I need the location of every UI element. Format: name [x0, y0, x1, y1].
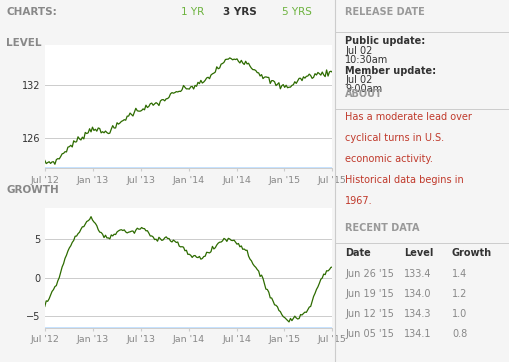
Text: 1967.: 1967.	[345, 196, 373, 206]
Text: Level: Level	[404, 248, 433, 258]
Text: Member update:: Member update:	[345, 66, 436, 76]
Text: GROWTH: GROWTH	[6, 185, 59, 195]
Text: 1.4: 1.4	[452, 269, 467, 279]
Text: Jun 05 '15: Jun 05 '15	[345, 329, 394, 339]
Text: Historical data begins in: Historical data begins in	[345, 175, 464, 185]
Text: ABOUT: ABOUT	[345, 89, 383, 99]
Text: 3 YRS: 3 YRS	[223, 7, 257, 17]
Text: 1.2: 1.2	[452, 289, 467, 299]
Text: Jul 02: Jul 02	[345, 46, 373, 56]
Text: CHARTS:: CHARTS:	[6, 7, 57, 17]
Text: RELEASE DATE: RELEASE DATE	[345, 7, 425, 17]
Text: cyclical turns in U.S.: cyclical turns in U.S.	[345, 133, 444, 143]
Text: 1.0: 1.0	[452, 309, 467, 319]
Text: 0.8: 0.8	[452, 329, 467, 339]
Text: 134.0: 134.0	[404, 289, 431, 299]
Text: Jun 19 '15: Jun 19 '15	[345, 289, 394, 299]
Text: Jun 12 '15: Jun 12 '15	[345, 309, 394, 319]
Text: Has a moderate lead over: Has a moderate lead over	[345, 112, 472, 122]
Text: 134.1: 134.1	[404, 329, 431, 339]
Text: Growth: Growth	[452, 248, 492, 258]
Text: economic activity.: economic activity.	[345, 154, 433, 164]
Text: 10:30am: 10:30am	[345, 55, 388, 65]
Text: 133.4: 133.4	[404, 269, 431, 279]
Text: Jul 02: Jul 02	[345, 75, 373, 85]
Text: 9:00am: 9:00am	[345, 84, 382, 94]
Text: RECENT DATA: RECENT DATA	[345, 223, 419, 233]
Text: 5 YRS: 5 YRS	[282, 7, 312, 17]
Text: Date: Date	[345, 248, 371, 258]
Text: 1 YR: 1 YR	[181, 7, 204, 17]
Text: 134.3: 134.3	[404, 309, 431, 319]
Text: Jun 26 '15: Jun 26 '15	[345, 269, 394, 279]
Text: Public update:: Public update:	[345, 36, 426, 46]
Text: LEVEL: LEVEL	[6, 38, 42, 48]
